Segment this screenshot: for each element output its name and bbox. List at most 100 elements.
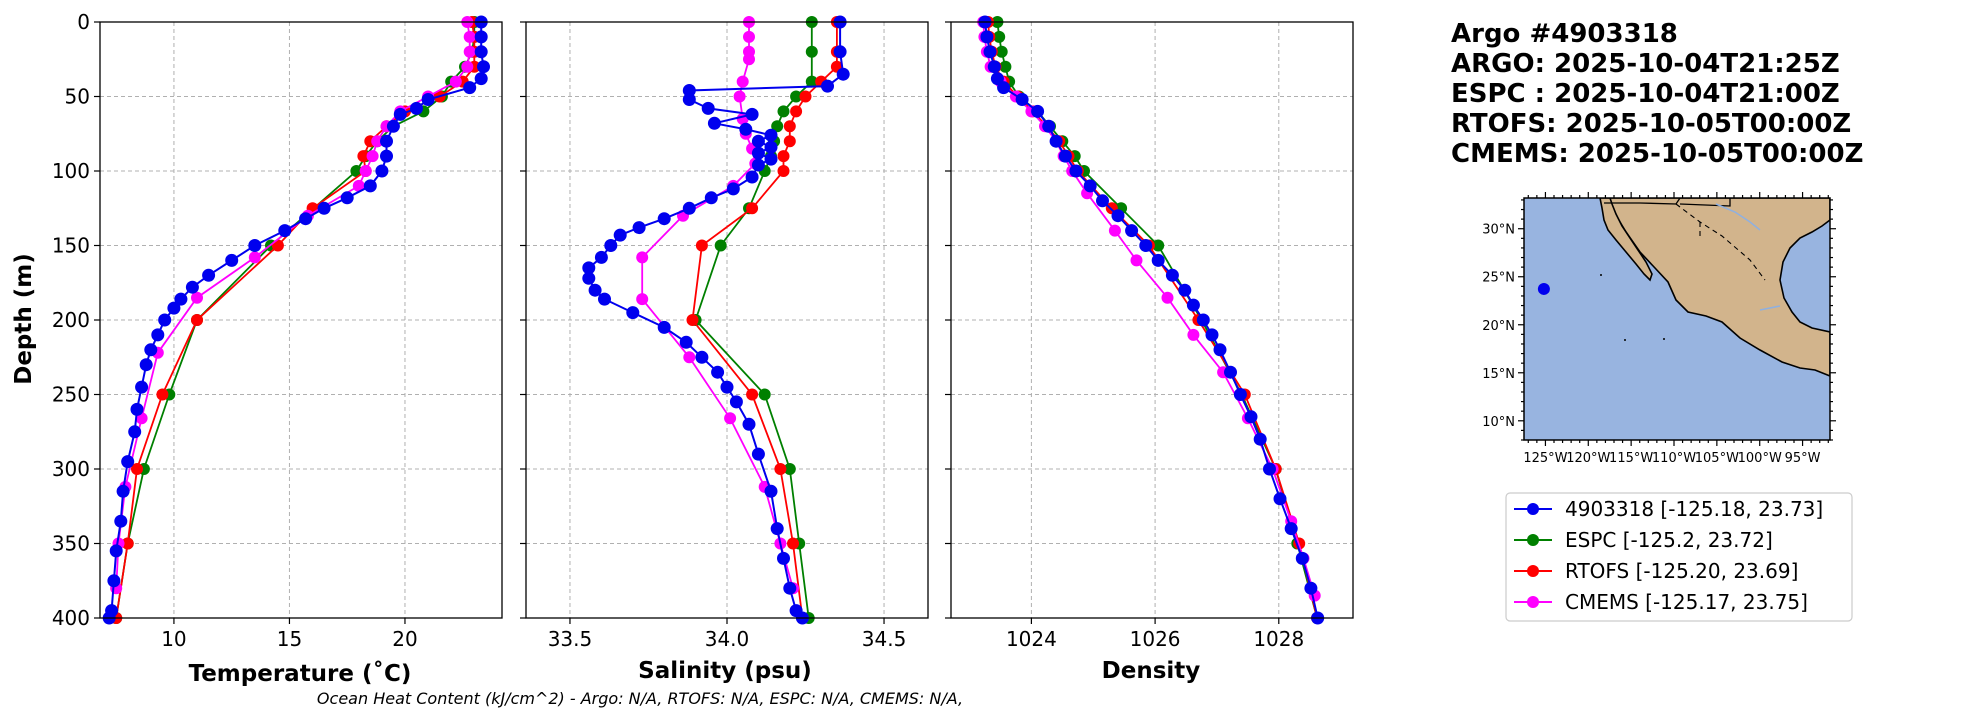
salinity-rtofs-point — [799, 90, 812, 103]
density-argo-point — [997, 81, 1011, 95]
argo-location-marker — [1537, 282, 1550, 295]
salinity-cmems-point — [683, 351, 696, 364]
temperature-cmems-point — [463, 45, 476, 58]
salinity-cmems-point — [636, 251, 649, 264]
density-espc-point — [995, 45, 1008, 58]
map-lat-label: 20°N — [1482, 319, 1515, 334]
legend-label-rtofs: RTOFS [-125.20, 23.69] — [1565, 559, 1798, 583]
depth-tick-label: 400 — [52, 606, 90, 630]
salinity-argo-point — [632, 221, 646, 235]
temperature-cmems-point — [371, 135, 384, 148]
salinity-argo-point — [770, 522, 784, 536]
temperature-rtofs-point — [191, 314, 203, 326]
map-lon-label: 95°W — [1785, 451, 1821, 466]
salinity-argo-point — [836, 67, 850, 81]
temperature-argo-point — [139, 358, 153, 372]
salinity-argo-point — [764, 140, 778, 154]
density-argo-point — [1139, 239, 1153, 252]
legend-marker-cmems — [1527, 596, 1539, 608]
salinity-argo-point — [720, 380, 734, 394]
salinity-argo-point — [764, 152, 778, 166]
salinity-argo-point — [833, 45, 847, 59]
title-line-argo-time: ARGO: 2025-10-04T21:25Z — [1451, 49, 1840, 79]
legend-entry-espc: ESPC [-125.2, 23.72] — [1514, 528, 1773, 552]
temperature-argo-point — [380, 134, 393, 148]
salinity-argo-point — [613, 228, 627, 242]
salinity-argo-point — [783, 581, 797, 595]
density-espc-point — [993, 30, 1006, 43]
salinity-argo-point — [657, 212, 671, 226]
map-rivers — [1715, 203, 1781, 311]
depth-tick-label: 350 — [52, 532, 90, 556]
salinity-rtofs-point — [746, 202, 759, 215]
salinity-argo-point — [657, 320, 671, 334]
depth-tick-label: 100 — [52, 159, 90, 183]
density-argo-point — [1069, 164, 1083, 178]
density-axis-label: Density — [1102, 658, 1201, 684]
salinity-argo-point — [588, 283, 602, 297]
density-argo-point — [1125, 224, 1139, 238]
temperature-argo-point — [278, 224, 292, 238]
density-argo-point — [1058, 149, 1072, 163]
legend-label-cmems: CMEMS [-125.17, 23.75] — [1565, 590, 1808, 614]
salinity-axis-label: Salinity (psu) — [638, 658, 812, 684]
legend-box — [1505, 492, 1853, 622]
temperature-espc-point — [350, 165, 363, 177]
salinity-cmems-point — [736, 75, 749, 88]
salinity-argo-point — [739, 122, 753, 136]
map-lon-label: 110°W — [1652, 451, 1696, 466]
salinity-rtofs-point — [783, 135, 796, 148]
temperature-argo-point — [107, 574, 121, 588]
salinity-espc-point — [714, 239, 727, 252]
salinity-espc-point — [790, 90, 803, 103]
salinity-espc-point — [805, 45, 818, 58]
salinity-argo-point — [582, 261, 596, 275]
salinity-argo-point — [598, 292, 611, 306]
temperature-argo-point — [225, 253, 239, 267]
legend-marker-rtofs — [1527, 565, 1539, 577]
density-x-tick-label: 1026 — [1130, 627, 1181, 651]
depth-tick-label: 250 — [52, 383, 90, 407]
density-argo-point — [1205, 328, 1219, 342]
temperature-argo-point — [144, 343, 158, 357]
density-argo-point — [1031, 104, 1045, 118]
depth-tick-label: 150 — [52, 234, 90, 258]
temperature-argo-point — [174, 292, 188, 306]
map-lat-label: 25°N — [1482, 271, 1515, 286]
ohc-footer: Ocean Heat Content (kJ/cm^2) - Argo: N/A… — [317, 689, 963, 708]
temperature-argo-point — [151, 328, 165, 342]
density-argo-line — [984, 21, 1319, 619]
salinity-espc-point — [771, 120, 784, 133]
salinity-argo-point — [764, 128, 778, 142]
temperature-argo-point — [121, 455, 135, 469]
density-argo-point — [1295, 551, 1309, 565]
temperature-argo-point — [375, 164, 389, 178]
temperature-argo-point — [477, 60, 490, 74]
density-argo-point — [983, 45, 997, 59]
map-lon-label: 100°W — [1738, 451, 1782, 466]
temperature-rtofs-point — [271, 239, 284, 252]
salinity-cmems-point — [636, 293, 649, 306]
title-line-float-id: Argo #4903318 — [1451, 19, 1678, 49]
salinity-argo-point — [626, 306, 640, 320]
temperature-x-tick-label: 15 — [277, 627, 302, 651]
density-argo-point — [1304, 581, 1318, 595]
map-island-2 — [1624, 339, 1626, 341]
salinity-argo-point — [682, 201, 696, 215]
temperature-argo-point — [410, 101, 423, 115]
temperature-argo-point — [158, 313, 172, 327]
salinity-rtofs-point — [790, 105, 803, 118]
density-espc-point — [1152, 239, 1165, 252]
salinity-rtofs-point — [686, 314, 699, 326]
salinity-argo-point — [695, 350, 709, 364]
depth-tick-label: 50 — [65, 85, 90, 109]
density-panel: 1024 1026 1028 Density — [945, 15, 1354, 684]
density-x-tick-label: 1024 — [1006, 627, 1057, 651]
salinity-argo-point — [582, 271, 596, 285]
temperature-cmems-point — [359, 165, 372, 177]
salinity-rtofs-point — [777, 150, 790, 163]
temperature-cmems-point — [352, 179, 365, 192]
density-argo-point — [1253, 432, 1267, 446]
temperature-cmems-point — [461, 60, 474, 73]
temperature-argo-point — [116, 484, 130, 498]
